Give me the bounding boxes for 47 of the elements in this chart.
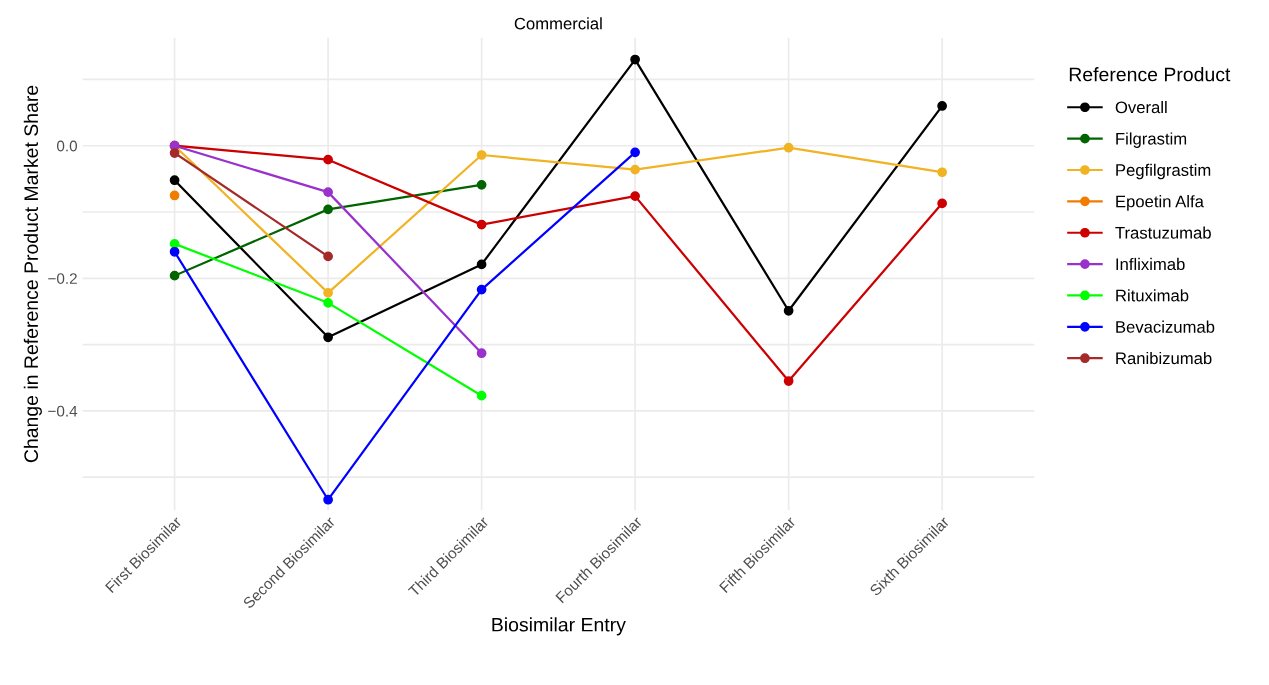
point [476,259,487,270]
point [476,219,487,230]
legend-label: Ranibizumab [1116,351,1212,365]
point [323,288,333,298]
x-axis-title: Biosimilar Entry [492,617,626,636]
point [783,305,794,316]
point [323,204,333,215]
point [937,198,947,209]
point [476,150,487,160]
y-tick-label: −0.2 [48,273,77,284]
y-tick-label: −0.4 [48,405,78,417]
legend-label: Rituximab [1116,289,1189,302]
legend-label: Filgrastim [1116,132,1187,148]
point [476,348,487,359]
point [476,284,487,295]
point [323,154,333,165]
point [783,142,794,153]
legend-title: Reference Product [1069,67,1231,82]
point [169,246,180,257]
point [323,251,333,262]
point [169,175,180,186]
point [630,54,640,65]
point [323,494,333,505]
point [937,167,947,178]
point [169,238,180,249]
point [937,101,947,111]
y-axis-title: Change in Reference Product Market Share [23,85,42,463]
point [169,190,180,201]
legend-label: Epoetin Alfa [1116,195,1204,211]
point [630,147,640,158]
legend-label: Pegfilgrastim [1116,163,1211,180]
legend-label: Overall [1115,101,1167,114]
point [169,148,180,158]
point [783,376,794,386]
y-tick-label: 0.0 [56,140,78,152]
legend-label: Bevacizumab [1116,320,1215,333]
legend-label: Infliximab [1116,257,1185,271]
point [476,179,487,190]
point [630,191,640,201]
chart-title: Commercial [514,17,602,30]
point [323,297,333,308]
point [630,164,640,175]
point [323,187,333,197]
point [323,332,333,343]
point [169,270,180,281]
legend-label: Trastuzumab [1115,226,1211,239]
point [476,390,487,401]
